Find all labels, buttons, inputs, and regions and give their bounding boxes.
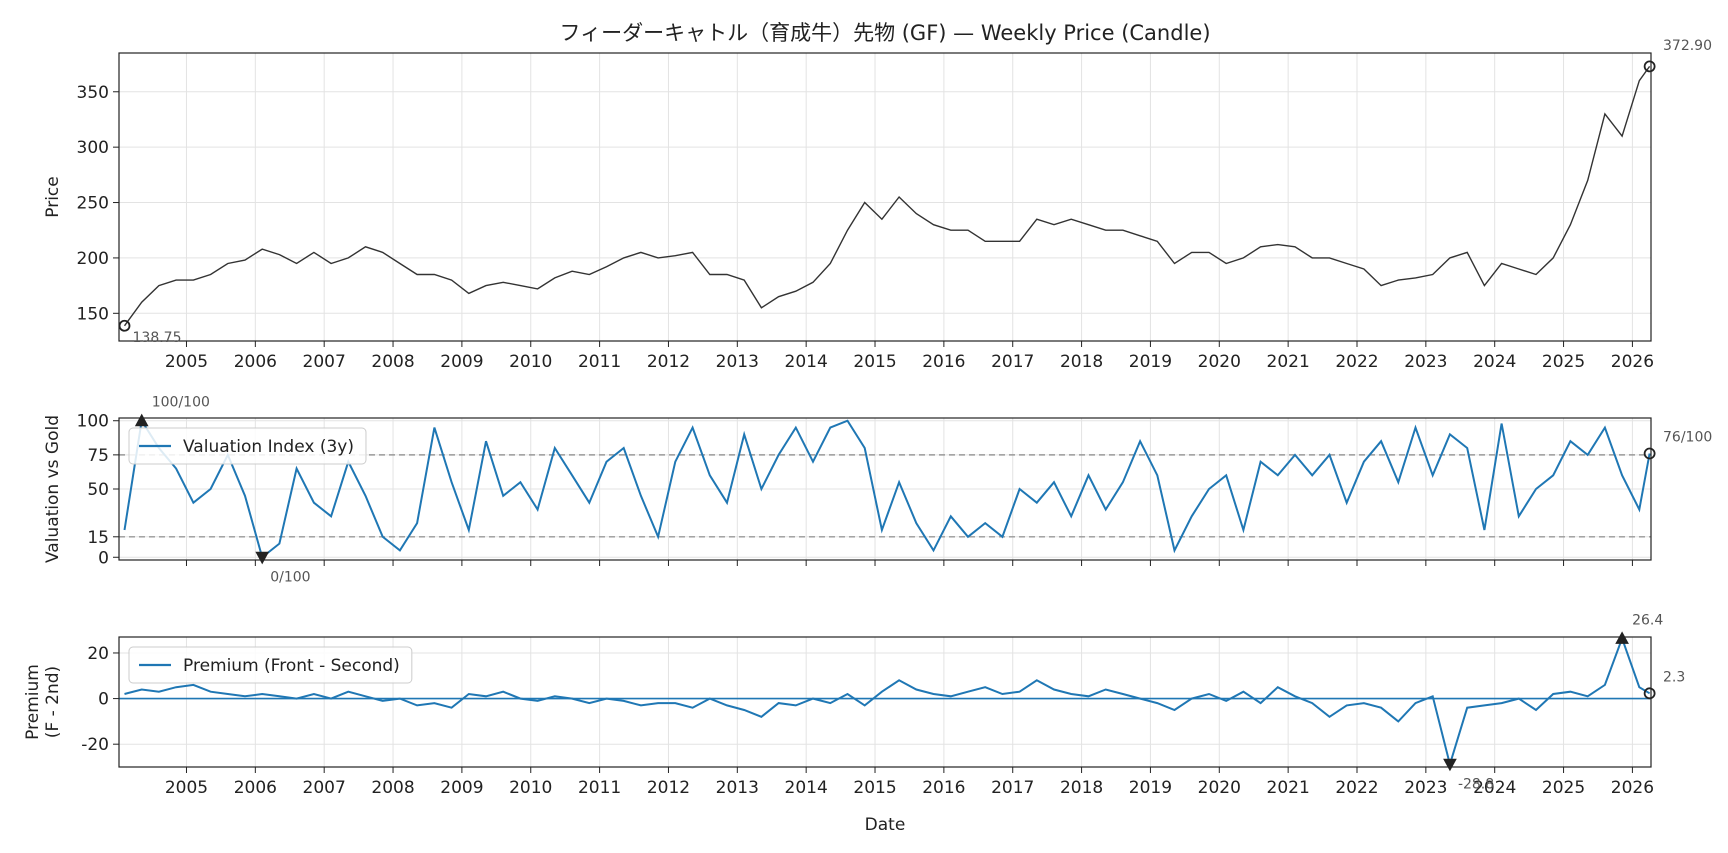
x-tick-label: 2020 <box>1198 352 1241 372</box>
x-tick-label: 2023 <box>1404 352 1447 372</box>
y-tick-label: 250 <box>77 194 109 214</box>
legend-label: Valuation Index (3y) <box>183 437 354 457</box>
max-marker <box>134 413 149 427</box>
x-tick-label: 2007 <box>303 352 346 372</box>
x-tick-label: 2006 <box>234 778 277 798</box>
y-tick-label: 20 <box>87 644 109 664</box>
y-axis-label: Valuation vs Gold <box>43 415 63 563</box>
point-marker <box>1643 687 1656 700</box>
x-tick-label: 2025 <box>1542 352 1585 372</box>
x-tick-label: 2009 <box>440 778 483 798</box>
x-tick-label: 2022 <box>1335 352 1378 372</box>
plot-frame <box>118 636 1652 768</box>
x-tick-label: 2007 <box>303 778 346 798</box>
annotation-label: 100/100 <box>152 395 210 411</box>
y-tick-label: 0 <box>98 690 109 710</box>
y-tick-label: 100 <box>77 412 109 432</box>
y-tick-label: 50 <box>87 480 109 500</box>
x-tick-label: 2011 <box>578 778 621 798</box>
y-tick-label: 15 <box>87 528 109 548</box>
x-tick-label: 2025 <box>1542 778 1585 798</box>
point-marker <box>118 319 131 332</box>
x-tick-label: 2011 <box>578 352 621 372</box>
x-tick-label: 2012 <box>647 352 690 372</box>
x-tick-label: 2023 <box>1404 778 1447 798</box>
x-tick-label: 2021 <box>1267 778 1310 798</box>
x-tick-label: 2026 <box>1611 352 1654 372</box>
y-axis-label: Price <box>43 176 63 217</box>
max-marker <box>1615 631 1629 644</box>
legend: Valuation Index (3y) <box>128 427 367 465</box>
x-tick-label: 2016 <box>922 778 965 798</box>
x-tick-label: 2005 <box>165 778 208 798</box>
x-tick-label: 2026 <box>1611 778 1654 798</box>
x-tick-label: 2006 <box>234 352 277 372</box>
x-tick-label: 2019 <box>1129 352 1172 372</box>
y-tick-label: 200 <box>77 249 109 269</box>
y-axis-label: Premium <box>23 664 43 740</box>
x-tick-label: 2021 <box>1267 352 1310 372</box>
annotation-label: 0/100 <box>270 569 310 585</box>
x-tick-label: 2015 <box>853 352 896 372</box>
x-tick-label: 2014 <box>785 778 828 798</box>
y-tick-label: 150 <box>77 304 109 324</box>
x-axis-label: Date <box>865 815 906 835</box>
x-tick-label: 2024 <box>1473 778 1516 798</box>
x-tick-label: 2013 <box>716 778 759 798</box>
point-marker <box>1643 447 1656 460</box>
min-marker <box>1443 758 1457 772</box>
legend-box <box>128 427 367 465</box>
chart-title: フィーダーキャトル（育成牛）先物 (GF) — Weekly Price (Ca… <box>559 21 1210 45</box>
x-tick-label: 2015 <box>853 778 896 798</box>
legend-box <box>128 646 413 684</box>
annotation-label: 372.90 <box>1663 38 1712 54</box>
annotation-label: 2.3 <box>1663 669 1685 685</box>
plot-frame <box>118 417 1652 561</box>
x-tick-label: 2008 <box>371 352 414 372</box>
x-tick-label: 2018 <box>1060 352 1103 372</box>
min-marker <box>255 551 270 565</box>
x-tick-label: 2014 <box>785 352 828 372</box>
x-tick-label: 2016 <box>922 352 965 372</box>
series-line <box>124 635 1651 769</box>
y-tick-label: 0 <box>98 548 109 568</box>
x-tick-label: 2010 <box>509 778 552 798</box>
legend-label: Premium (Front - Second) <box>183 656 400 676</box>
point-marker <box>1643 60 1656 73</box>
x-tick-label: 2012 <box>647 778 690 798</box>
x-tick-label: 2009 <box>440 352 483 372</box>
annotation-label: 76/100 <box>1663 430 1712 446</box>
y-tick-label: 300 <box>77 138 109 158</box>
x-tick-label: 2024 <box>1473 352 1516 372</box>
annotation-label: 26.4 <box>1632 612 1663 628</box>
x-tick-label: 2010 <box>509 352 552 372</box>
x-tick-label: 2013 <box>716 352 759 372</box>
annotation-label: 138.75 <box>133 330 182 346</box>
y-tick-label: 75 <box>87 446 109 466</box>
y-tick-label: 350 <box>77 83 109 103</box>
x-tick-label: 2008 <box>371 778 414 798</box>
x-tick-label: 2018 <box>1060 778 1103 798</box>
legend: Premium (Front - Second) <box>128 646 413 684</box>
series-line <box>123 417 1651 560</box>
plot-frame <box>118 52 1652 342</box>
y-tick-label: -20 <box>81 735 109 755</box>
x-tick-label: 2022 <box>1335 778 1378 798</box>
x-tick-label: 2017 <box>991 352 1034 372</box>
x-tick-label: 2020 <box>1198 778 1241 798</box>
y-axis-label: (F - 2nd) <box>43 666 63 738</box>
x-tick-label: 2017 <box>991 778 1034 798</box>
annotation-label: -28.8 <box>1458 776 1494 792</box>
x-tick-label: 2019 <box>1129 778 1172 798</box>
x-tick-label: 2005 <box>165 352 208 372</box>
series-line <box>123 65 1651 327</box>
